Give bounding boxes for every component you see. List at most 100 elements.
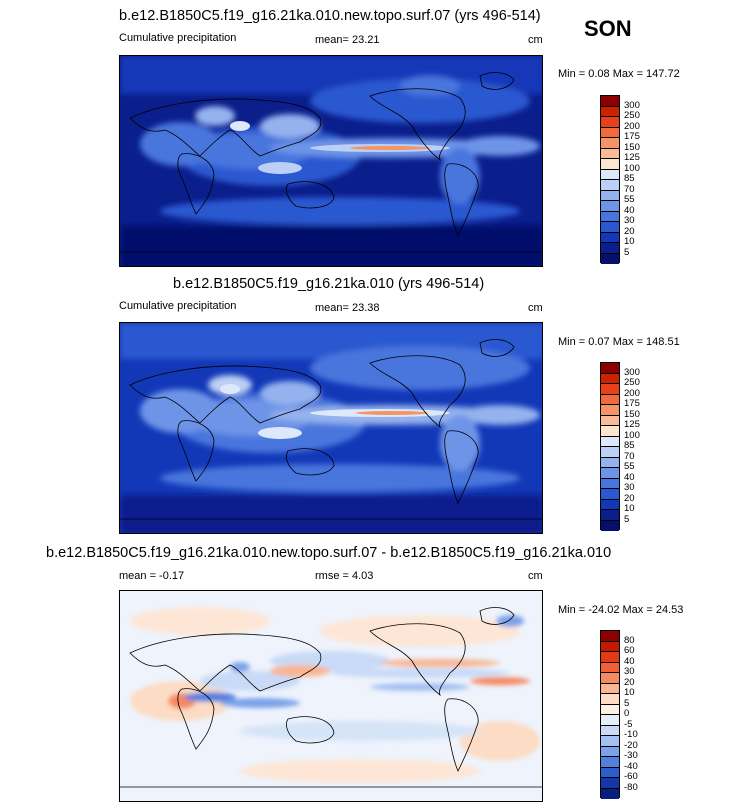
panel-1-title: b.e12.B1850C5.f19_g16.21ka.010.new.topo.… [119,8,541,24]
colorbar-segment [601,96,619,107]
colorbar-tick-label: 40 [624,471,635,483]
colorbar-tick-label: -5 [624,718,633,730]
colorbar-segment [601,169,619,180]
colorbar-tick-label: 100 [624,162,640,174]
colorbar-tick-label: 250 [624,377,640,388]
colorbar-tick-label: 100 [624,429,640,441]
colorbar-tick-label: 300 [624,99,640,111]
colorbar-segment [601,715,619,726]
colorbar-segment [601,180,619,191]
colorbar-segment [601,468,619,479]
colorbar-segment [601,363,619,374]
colorbar-segment [601,510,619,521]
colorbar-tick-label: 300 [624,366,640,378]
colorbar-segment [601,457,619,468]
colorbar-tick-label: 85 [624,173,635,184]
colorbar-segment [601,159,619,170]
colorbar-segment [601,683,619,694]
colorbar-tick-label: 125 [624,152,640,163]
panel-1-units-label: cm [528,34,543,46]
colorbar-tick-label: 60 [624,645,635,656]
colorbar-segment [601,736,619,747]
panel-2-title: b.e12.B1850C5.f19_g16.21ka.010 (yrs 496-… [173,276,485,292]
colorbar-tick-label: -60 [624,771,638,782]
colorbar-tick-label: 150 [624,408,640,420]
colorbar-segment [601,489,619,500]
colorbar-segment [601,694,619,705]
colorbar-tick-label: 80 [624,634,635,646]
colorbar-segment [601,373,619,384]
colorbar-tick-label: -10 [624,729,638,740]
colorbar-tick-label: -30 [624,750,638,761]
colorbar-segment [601,190,619,201]
panel-1-minmax-label: Min = 0.08 Max = 147.72 [558,68,680,80]
colorbar-tick-label: 10 [624,503,635,514]
colorbar-tick-label: 0 [624,708,630,719]
colorbar-segment [601,673,619,684]
colorbar-segment [601,384,619,395]
colorbar-segment [601,652,619,663]
colorbar-segment [601,499,619,510]
colorbar-tick-label: 200 [624,120,640,132]
panel-1-variable-label: Cumulative precipitation [119,32,237,44]
colorbar-segment [601,127,619,138]
colorbar-segment [601,138,619,149]
colorbar-segment [601,232,619,243]
season-label: SON [584,16,632,41]
colorbar-tick-label: 5 [624,246,630,258]
colorbar-tick-label: -80 [624,781,638,793]
colorbar-tick-label: 30 [624,666,635,677]
colorbar-segment [601,394,619,405]
colorbar-tick-label: 30 [624,215,635,226]
colorbar-tick-label: 20 [624,225,635,237]
colorbar-segment [601,253,619,264]
colorbar-tick-label: 5 [624,697,630,709]
panel-3-rmse-label: rmse = 4.03 [315,570,374,582]
colorbar-segment [601,405,619,416]
colorbar-segment [601,520,619,531]
colorbar-tick-label: 150 [624,141,640,153]
colorbar-segment [601,426,619,437]
colorbar-tick-label: 40 [624,655,635,667]
colorbar-segment [601,662,619,673]
colorbar-segment [601,222,619,233]
panel-1-colorbar [600,95,620,264]
colorbar-segment [601,447,619,458]
colorbar-segment [601,631,619,642]
colorbar-tick-label: 5 [624,513,630,525]
colorbar-tick-label: 200 [624,387,640,399]
panel-3-title: b.e12.B1850C5.f19_g16.21ka.010.new.topo.… [46,545,612,561]
colorbar-tick-label: 125 [624,419,640,430]
colorbar-tick-label: -20 [624,739,638,751]
panel-3-units-label: cm [528,570,543,582]
panel-3-mean-label: mean = -0.17 [119,570,185,582]
colorbar-tick-label: 85 [624,440,635,451]
colorbar-tick-label: -40 [624,760,638,772]
colorbar-segment [601,746,619,757]
panel-3-minmax-label: Min = -24.02 Max = 24.53 [558,604,684,616]
colorbar-tick-label: 20 [624,676,635,688]
panel-2-minmax-label: Min = 0.07 Max = 148.51 [558,336,680,348]
colorbar-segment [601,243,619,254]
colorbar-tick-label: 10 [624,687,635,698]
panel-3-difference-map [119,590,543,802]
colorbar-tick-label: 175 [624,131,640,142]
colorbar-tick-label: 20 [624,492,635,504]
colorbar-segment [601,788,619,799]
colorbar-segment [601,436,619,447]
colorbar-segment [601,201,619,212]
colorbar-tick-label: 55 [624,461,635,472]
colorbar-tick-label: 55 [624,194,635,205]
colorbar-tick-label: 30 [624,482,635,493]
colorbar-segment [601,148,619,159]
colorbar-segment [601,757,619,768]
colorbar-tick-label: 175 [624,398,640,409]
colorbar-tick-label: 70 [624,450,635,462]
colorbar-segment [601,117,619,128]
panel-2-mean-label: mean= 23.38 [315,302,380,314]
colorbar-tick-label: 40 [624,204,635,216]
colorbar-segment [601,211,619,222]
panel-2-precip-map [119,322,543,534]
colorbar-segment [601,478,619,489]
panel-3-colorbar [600,630,620,799]
